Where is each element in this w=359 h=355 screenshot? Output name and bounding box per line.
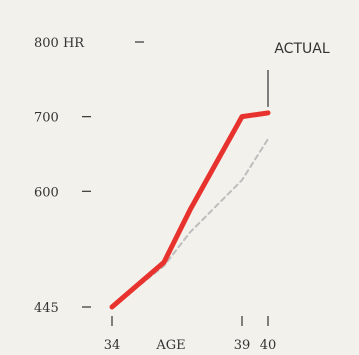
actual-annotation-label: ACTUAL xyxy=(274,41,329,57)
y-tick-label: 800 HR xyxy=(34,36,85,51)
x-tick-label: 40 xyxy=(260,338,277,353)
x-axis: 34 39 40 xyxy=(104,316,277,353)
y-tick-label: 445 xyxy=(34,301,59,316)
x-tick-label: 34 xyxy=(104,338,121,353)
x-axis-title: AGE xyxy=(155,338,185,353)
y-tick-label: 700 xyxy=(34,111,59,126)
actual-series-line xyxy=(109,110,271,310)
projected-series-line xyxy=(111,138,269,308)
y-tick-label: 600 xyxy=(34,185,59,200)
series-group xyxy=(109,110,271,310)
y-axis: 800 HR 700 600 445 xyxy=(34,36,144,316)
x-tick-label: 39 xyxy=(234,338,251,353)
